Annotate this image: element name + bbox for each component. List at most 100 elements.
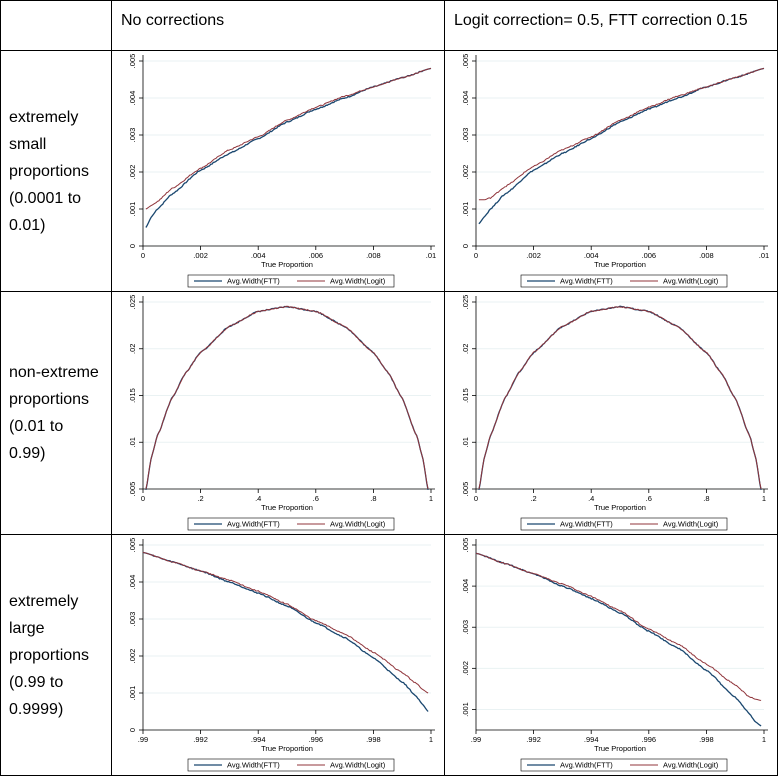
- legend-entry: Avg.Width(Logit): [330, 277, 386, 286]
- y-tick-label: .001: [461, 202, 470, 217]
- y-tick-label: .005: [461, 54, 470, 69]
- row-label-mid: non-extreme proportions (0.01 to 0.99): [0, 291, 112, 535]
- x-tick-label: 0: [141, 251, 145, 260]
- y-tick-label: .004: [461, 91, 470, 106]
- x-tick-label: .002: [193, 251, 208, 260]
- row-label-line: (0.0001 to: [9, 189, 82, 207]
- row-label-line: small: [9, 135, 47, 153]
- x-tick-label: .998: [699, 735, 714, 744]
- x-tick-label: .994: [251, 735, 266, 744]
- x-axis-label: True Proportion: [261, 260, 313, 269]
- x-tick-label: .992: [526, 735, 541, 744]
- legend-entry: Avg.Width(Logit): [663, 277, 719, 286]
- y-tick-label: .005: [128, 482, 137, 497]
- y-tick-label: .003: [461, 620, 470, 635]
- x-tick-label: .01: [759, 251, 769, 260]
- series-line-logit: [145, 67, 432, 210]
- row-label-line: proportions: [9, 162, 90, 180]
- row-label-line: 0.01): [9, 216, 46, 234]
- series-line-logit: [142, 551, 429, 694]
- x-tick-label: .01: [426, 251, 436, 260]
- x-tick-label: 1: [762, 494, 766, 503]
- row-label-small: extremely small proportions (0.0001 to 0…: [0, 50, 112, 292]
- x-axis-label: True Proportion: [594, 744, 646, 753]
- chart-mid-corr: .005 .01 .015 .02 .025 0 .2 .4 .6 .8 1 True Proport…: [461, 295, 768, 531]
- row-label-line: 0.99): [9, 445, 46, 462]
- series-line-ftt: [475, 552, 762, 727]
- legend-entry: Avg.Width(FTT): [560, 520, 613, 529]
- x-tick-label: .8: [703, 494, 709, 503]
- y-tick-label: .004: [461, 579, 470, 594]
- row-label-line: (0.99 to: [9, 673, 64, 691]
- y-tick-label: .005: [128, 54, 137, 69]
- chart-mid-none: .005 .01 .015 .02 .025 0 .2 .4 .6 .8 1 True Proport…: [128, 295, 435, 531]
- x-axis-label: True Proportion: [261, 503, 313, 512]
- x-tick-label: 0: [141, 494, 145, 503]
- y-tick-label: .004: [128, 91, 137, 106]
- legend-entry: Avg.Width(Logit): [330, 520, 386, 529]
- y-tick-label: 0: [128, 244, 137, 248]
- x-tick-label: .99: [471, 735, 481, 744]
- y-tick-label: .003: [461, 128, 470, 143]
- x-tick-label: 0: [474, 251, 478, 260]
- x-tick-label: .996: [641, 735, 656, 744]
- row-label-line: non-extreme: [9, 364, 99, 381]
- x-tick-label: 1: [429, 735, 433, 744]
- x-tick-label: .4: [588, 494, 594, 503]
- y-tick-label: .003: [128, 612, 137, 627]
- x-tick-label: .6: [313, 494, 319, 503]
- y-tick-label: .005: [461, 538, 470, 553]
- legend-entry: Avg.Width(Logit): [663, 520, 719, 529]
- row-label-line: proportions: [9, 646, 90, 664]
- x-tick-label: .006: [641, 251, 656, 260]
- chart-cell: 0 .001 .002 .003 .004 .005 0 .002 .004 .006 .008 .0…: [111, 50, 445, 292]
- x-tick-label: .8: [370, 494, 376, 503]
- x-tick-label: .99: [138, 735, 148, 744]
- x-tick-label: .2: [197, 494, 203, 503]
- y-tick-label: .025: [461, 295, 470, 310]
- y-tick-label: .025: [128, 295, 137, 310]
- y-tick-label: .02: [128, 344, 137, 354]
- series-line-ftt: [478, 67, 765, 225]
- x-tick-label: .992: [193, 735, 208, 744]
- x-tick-label: 0: [474, 494, 478, 503]
- x-tick-label: .008: [699, 251, 714, 260]
- chart-cell: 0 .001 .002 .003 .004 .005 .99 .992 .994 .996 .998…: [111, 534, 445, 776]
- y-tick-label: .002: [461, 661, 470, 676]
- row-label-large: extremely large proportions (0.99 to 0.9…: [0, 534, 112, 776]
- y-tick-label: .015: [128, 388, 137, 403]
- legend-entry: Avg.Width(Logit): [330, 761, 386, 770]
- x-tick-label: 1: [762, 735, 766, 744]
- y-tick-label: .001: [461, 702, 470, 717]
- chart-large-corr: .001 .002 .003 .004 .005 .99 .992 .994 .996 .998 1…: [461, 538, 768, 772]
- x-tick-label: .008: [366, 251, 381, 260]
- column-header-no-corrections: No corrections: [111, 0, 445, 51]
- series-line-logit: [478, 67, 765, 201]
- x-tick-label: .006: [308, 251, 323, 260]
- y-tick-label: .001: [128, 202, 137, 217]
- series-line-logit: [145, 305, 429, 490]
- y-tick-label: .004: [128, 575, 137, 590]
- y-tick-label: .002: [461, 165, 470, 180]
- y-tick-label: .005: [128, 538, 137, 553]
- y-tick-label: .002: [128, 165, 137, 180]
- row-label-line: extremely: [9, 592, 79, 610]
- legend-entry: Avg.Width(FTT): [227, 277, 280, 286]
- legend-box: [187, 517, 395, 531]
- x-axis-label: True Proportion: [594, 503, 646, 512]
- x-tick-label: .6: [646, 494, 652, 503]
- x-axis-label: True Proportion: [594, 260, 646, 269]
- row-label-line: large: [9, 619, 45, 637]
- chart-cell: 0 .001 .002 .003 .004 .005 0 .002 .004 .006 .008 .0…: [444, 50, 778, 292]
- series-line-ftt: [478, 305, 762, 491]
- y-tick-label: .01: [461, 437, 470, 447]
- series-line-logit: [475, 552, 762, 701]
- row-label-line: (0.01 to: [9, 418, 64, 435]
- legend-entry: Avg.Width(FTT): [560, 277, 613, 286]
- y-tick-label: .015: [461, 388, 470, 403]
- y-tick-label: .003: [128, 128, 137, 143]
- y-tick-label: .005: [461, 482, 470, 497]
- chart-large-none: 0 .001 .002 .003 .004 .005 .99 .992 .994 .996 .998…: [128, 538, 435, 772]
- row-label-line: extremely: [9, 108, 79, 126]
